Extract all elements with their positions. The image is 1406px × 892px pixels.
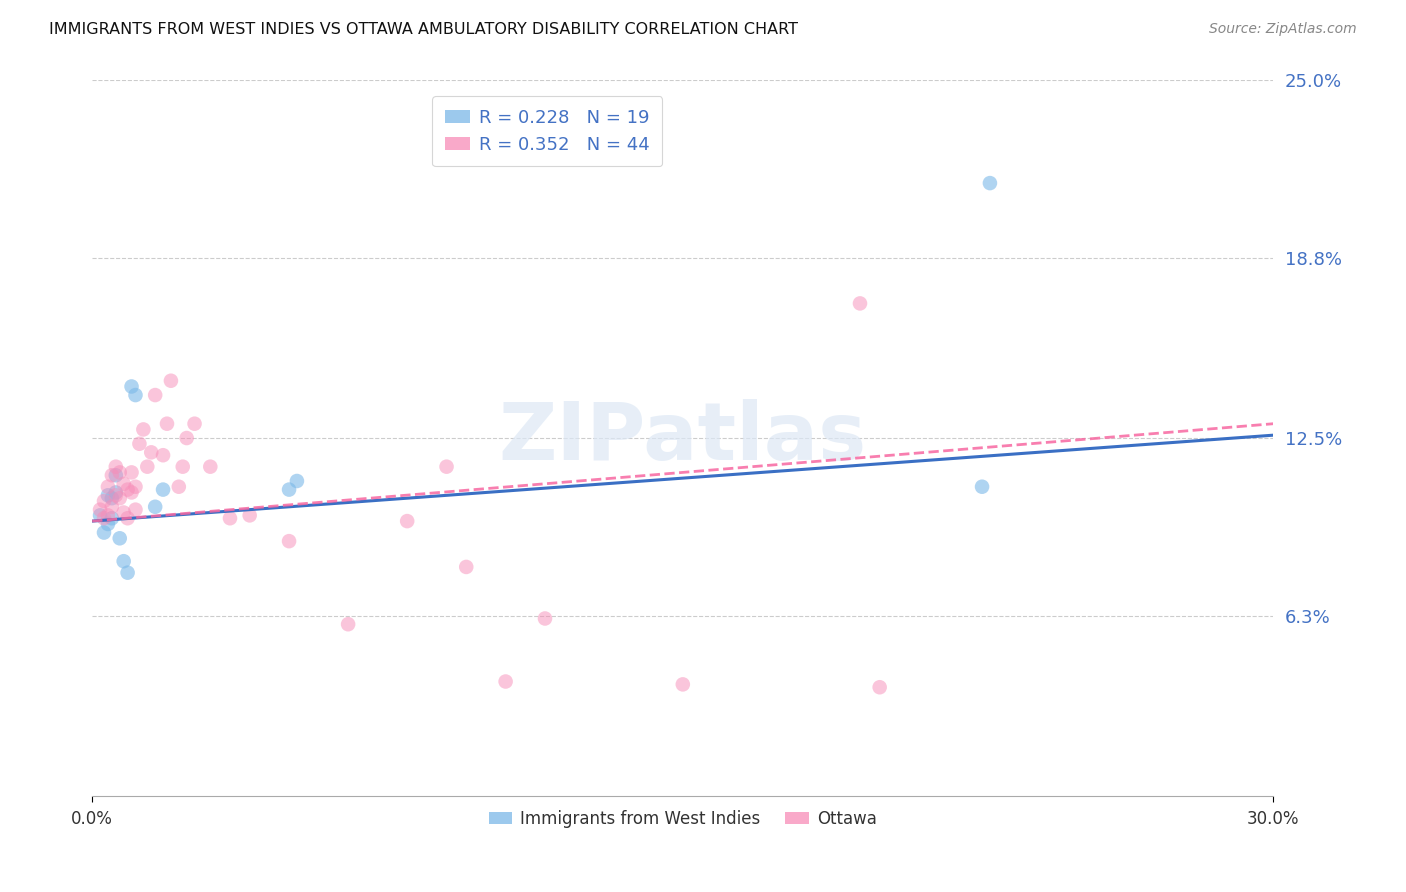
Point (112, 554, 135, 568)
Point (128, 436, 150, 450)
Point (239, 508, 262, 523)
Point (108, 491, 131, 506)
Point (200, 459, 222, 474)
Point (101, 511, 124, 525)
Point (104, 468, 127, 483)
Point (121, 466, 143, 480)
Point (869, 680, 891, 694)
Point (219, 511, 242, 525)
Point (97, 516, 120, 531)
Point (121, 485, 143, 500)
Point (108, 531, 131, 545)
Point (495, 674, 517, 689)
Point (176, 431, 198, 445)
Point (278, 483, 301, 497)
Point (143, 500, 166, 514)
Point (124, 502, 146, 516)
Point (172, 459, 194, 474)
Point (136, 459, 159, 474)
Point (104, 485, 127, 500)
Point (152, 448, 174, 462)
Point (89, 508, 111, 523)
Point (534, 611, 557, 625)
Point (979, 176, 1001, 190)
Point (849, 296, 872, 310)
Point (117, 483, 139, 497)
Point (97, 488, 120, 502)
Point (89, 502, 111, 516)
Point (124, 480, 146, 494)
Point (160, 374, 183, 388)
Point (101, 500, 124, 514)
Point (436, 459, 458, 474)
Point (156, 417, 179, 431)
Point (285, 474, 308, 488)
Point (152, 483, 174, 497)
Point (132, 422, 155, 436)
Point (121, 379, 143, 393)
Point (112, 476, 135, 491)
Point (112, 506, 135, 520)
Point (97, 480, 120, 494)
Point (104, 488, 127, 502)
Point (337, 617, 360, 632)
Point (117, 566, 139, 580)
Point (101, 468, 124, 483)
Point (278, 534, 301, 549)
Point (396, 514, 419, 528)
Point (117, 511, 139, 525)
Text: IMMIGRANTS FROM WEST INDIES VS OTTAWA AMBULATORY DISABILITY CORRELATION CHART: IMMIGRANTS FROM WEST INDIES VS OTTAWA AM… (49, 22, 799, 37)
Point (104, 459, 127, 474)
Point (141, 445, 163, 459)
Legend: Immigrants from West Indies, Ottawa: Immigrants from West Indies, Ottawa (482, 803, 884, 834)
Point (167, 480, 190, 494)
Point (93, 494, 115, 508)
Point (672, 677, 695, 691)
Text: ZIPatlas: ZIPatlas (499, 399, 868, 477)
Point (97, 508, 120, 523)
Point (143, 388, 166, 402)
Point (970, 480, 993, 494)
Point (183, 417, 205, 431)
Point (456, 560, 478, 574)
Point (93, 525, 115, 540)
Text: Source: ZipAtlas.com: Source: ZipAtlas.com (1209, 22, 1357, 37)
Point (124, 388, 146, 402)
Point (93, 511, 115, 525)
Point (108, 466, 131, 480)
Point (101, 491, 124, 506)
